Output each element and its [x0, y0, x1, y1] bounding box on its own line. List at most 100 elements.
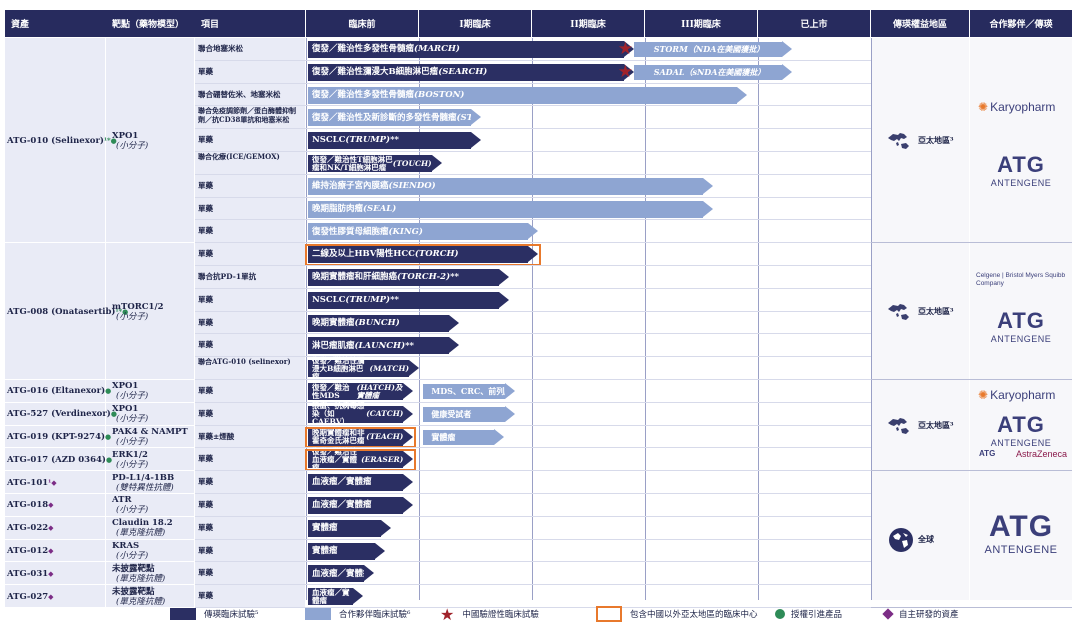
antengene-logo: ATG ANTENGENE	[975, 510, 1067, 556]
row-divider	[195, 173, 871, 175]
project-cell	[195, 83, 305, 106]
legend-item: 傳瑛臨床試驗⁵	[170, 607, 258, 621]
legend-item: 自主研發的資產	[882, 607, 959, 621]
trial-bar-arrow	[448, 337, 459, 354]
asset-cell	[5, 539, 105, 562]
right-group-divider	[871, 242, 1072, 244]
target-label: PD-L1/4-1BB	[112, 472, 175, 483]
trial-bar: 血液瘤／實體瘤	[308, 565, 372, 583]
trial-bar-arrow	[499, 269, 510, 285]
trial-indication: 維持治療子宮內膜癌	[312, 181, 389, 192]
project-cell	[195, 539, 305, 562]
row-divider	[195, 151, 871, 152]
target-name: PD-L1/4-1BB (雙特異性抗體)	[112, 473, 174, 493]
target-subtype: (單克隆抗體)	[116, 596, 166, 607]
extension-bar: STORM（NDA在美國獲批）	[633, 42, 782, 57]
trial-bar: 復發／難治性多發性骨髓瘤 (MARCH)	[308, 41, 624, 58]
extension-bar: MDS、CRC、前列腺癌	[423, 384, 520, 399]
target-name: XPO1 (小分子)	[112, 131, 148, 151]
asset-label: ATG-012	[7, 546, 49, 556]
project-label: 單藥	[198, 203, 213, 213]
row-divider	[195, 242, 871, 244]
legend-label: 合作夥伴臨床試驗⁶	[339, 610, 411, 620]
project-cell	[195, 471, 305, 493]
trial-bar-arrow	[375, 542, 386, 559]
row-divider	[195, 105, 871, 107]
legend-label: 傳瑛臨床試驗⁵	[204, 610, 259, 620]
astrazeneca-logo: AstraZeneca	[1016, 449, 1068, 459]
trial-bar-arrow	[403, 474, 414, 491]
project-label: 單藥	[198, 386, 213, 395]
trial-bar: 血液瘤／實體瘤	[308, 587, 353, 606]
legend-purple-diamond-icon	[882, 608, 894, 620]
rights-region: 亞太地區³	[918, 134, 954, 145]
project-label: 聯合抗PD-1單抗	[198, 272, 257, 281]
target-name: XPO1 (小分子)	[112, 404, 148, 424]
project-cell	[195, 266, 305, 288]
project-label: 單藥	[198, 135, 213, 145]
project-label: 聯合化療(ICE/GEMOX)	[198, 152, 280, 161]
row-divider	[195, 607, 871, 608]
stage-divider-5	[871, 38, 872, 600]
antengene-name: ANTENGENE	[990, 438, 1052, 448]
antengene-small-logo: ATG	[979, 449, 996, 458]
row-divider	[195, 561, 871, 563]
row-divider	[195, 447, 871, 449]
trial-indication: 復發／難治性多發性骨髓瘤	[312, 89, 415, 100]
target-name: PAK4 & NAMPT (小分子)	[112, 427, 188, 447]
trial-bar-arrow	[431, 155, 442, 171]
trial-bar: 實體瘤	[308, 519, 381, 537]
row-divider	[195, 538, 871, 540]
asset-label: ATG-019 (KPT-9274)	[7, 432, 106, 442]
project-label: 單藥	[198, 294, 213, 304]
trial-bar-arrow	[623, 41, 634, 57]
project-label: 聯合ATG-010 (selinexor)	[198, 357, 291, 367]
project-label: 單藥	[198, 66, 213, 76]
project-cell	[195, 60, 305, 83]
header-rights: 傳瑛權益地區	[871, 10, 969, 37]
legend-orange-box	[596, 606, 622, 622]
karyopharm-name: Karyopharm	[990, 100, 1056, 114]
extension-bar-arrow	[781, 41, 792, 57]
project-label: 聯合硼替佐米、地塞米松	[198, 89, 281, 99]
target-name: mTORC1/2 (小分子)	[112, 302, 164, 322]
asset-name: ATG-012◆	[7, 546, 54, 556]
trial-name: (SEARCH)	[438, 67, 488, 78]
target-name: XPO1 (小分子)	[112, 381, 148, 401]
rights-region: 全球	[918, 533, 934, 544]
karyopharm-logo: ✺ Karyopharm	[978, 100, 1055, 114]
project-label: 單藥	[198, 317, 213, 327]
trial-indication: 血液瘤／實體瘤	[312, 587, 350, 605]
antengene-name: ANTENGENE	[990, 178, 1052, 188]
target-subtype: (小分子)	[116, 391, 149, 402]
row-divider	[195, 470, 871, 472]
world-globe-icon	[889, 527, 913, 552]
trial-indication: 狼瘡、抗病毒感染（如CAEBV）	[312, 401, 365, 427]
legend-dark-swatch	[170, 608, 196, 620]
trial-name: (TRUMP)**	[345, 295, 399, 306]
right-group-divider	[871, 607, 1072, 608]
legend-item: 合作夥伴臨床試驗⁶	[305, 607, 410, 621]
apac-site-highlight	[305, 244, 541, 266]
target-label: Claudin 18.2	[112, 518, 173, 529]
asset-label: ATG-010 (Selinexor)	[7, 135, 104, 146]
row-divider	[195, 265, 871, 266]
row-divider	[195, 515, 871, 517]
trial-bar-arrow	[448, 314, 459, 331]
trial-bar-arrow	[352, 588, 363, 605]
extension-bar: 實體瘤	[423, 429, 494, 445]
trial-name: (CATCH)	[366, 409, 404, 419]
trial-indication: 復發／難治性瀰漫大B細胞淋巴瘤	[312, 355, 365, 381]
trial-bar: 復發／難治性血液瘤／實體瘤 (ERASER)	[308, 447, 404, 471]
header-phase1: I期臨床	[419, 10, 531, 37]
asset-mark: ◆	[48, 546, 54, 555]
legend-label: 自主研發的資產	[899, 610, 959, 620]
trial-bar: 狼瘡、抗病毒感染（如CAEBV） (CATCH)	[308, 402, 404, 426]
header-target-text: 靶點（藥物模型）	[112, 20, 185, 30]
target-label: XPO1	[112, 381, 139, 392]
trial-bar: 復發／難治性及新診斷的多發性骨髓瘤 (STOMP)	[308, 109, 500, 127]
target-label: ATR	[112, 495, 132, 506]
target-cell	[106, 494, 194, 516]
trial-name: (BOSTON)	[414, 89, 465, 100]
